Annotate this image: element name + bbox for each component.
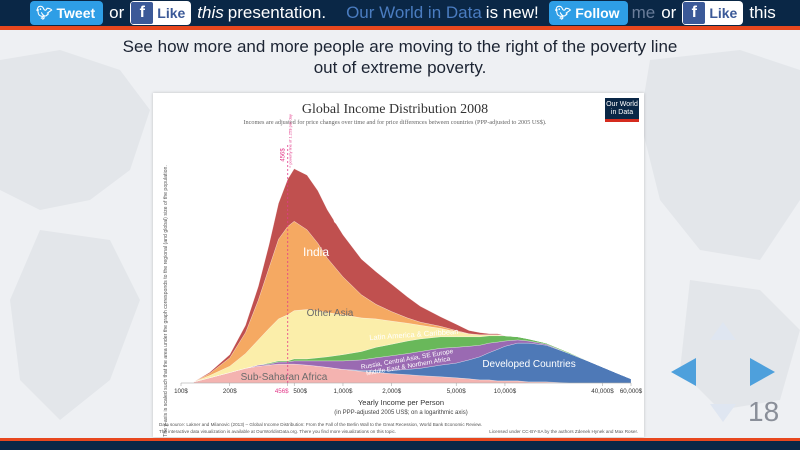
x-tick-label: 10,000$ — [494, 388, 517, 395]
stacked-areas — [193, 168, 632, 384]
page-number: 18 — [748, 396, 780, 427]
poverty-line-sublabel: = poverty line of 1.25$ per day — [288, 114, 293, 168]
top-share-bar: 🐦︎ Tweet or f Like this presentation. Ou… — [0, 0, 800, 30]
x-tick-label: 5,000$ — [447, 388, 466, 395]
nav-right-arrow-icon[interactable] — [750, 358, 775, 386]
x-tick-label: 2,000$ — [382, 388, 401, 395]
bottom-bar — [0, 438, 800, 450]
x-tick-label: 60,000$ — [620, 388, 643, 395]
facebook-icon: f — [131, 2, 154, 24]
like-label-2: Like — [709, 5, 738, 21]
x-tick-label: 200$ — [223, 388, 237, 395]
twitter-bird-icon: 🐦︎ — [36, 5, 53, 20]
facebook-like-button-2[interactable]: f Like — [682, 1, 744, 25]
this-text: this — [197, 3, 224, 22]
income-distribution-chart: Global Income Distribution 2008 Incomes … — [159, 102, 643, 437]
owid-link[interactable]: Our World in Data — [346, 3, 482, 22]
or-text-2: or — [661, 3, 677, 22]
nav-up-arrow-icon[interactable] — [710, 322, 736, 340]
me-text: me — [631, 3, 656, 22]
facebook-like-button[interactable]: f Like — [130, 1, 192, 25]
region-label-china: China — [333, 212, 368, 227]
facebook-icon: f — [683, 2, 706, 24]
this-text-2: this — [749, 3, 776, 22]
nav-down-arrow-icon[interactable] — [710, 404, 736, 422]
x-axis-sublabel: (in PPP-adjusted 2005 US$; on a logarith… — [334, 410, 467, 416]
nav-left-arrow-icon[interactable] — [671, 358, 696, 386]
region-label-developed-countries: Developed Countries — [482, 359, 575, 370]
area-china — [193, 168, 632, 383]
slide-subtitle: See how more and more people are moving … — [0, 36, 800, 78]
is-new-text: is new! — [485, 3, 539, 22]
tweet-button[interactable]: 🐦︎ Tweet — [30, 1, 104, 25]
region-label-sub-saharan-africa: Sub-Saharan Africa — [241, 372, 328, 383]
x-ticks: 100$ 200$ 456$ 500$ 1,000$ 2,000$ 5,000$ 10,000… — [174, 383, 643, 395]
y-axis-label: The y-axis is scaled such that the area … — [163, 165, 169, 437]
chart-subtitle: Incomes are adjusted for price changes o… — [244, 119, 547, 126]
region-label-india: India — [303, 245, 329, 259]
chart-title: Global Income Distribution 2008 — [302, 102, 488, 117]
owid-logo: Our World in Data — [605, 98, 639, 122]
chart-card: Global Income Distribution 2008 Incomes … — [153, 93, 644, 437]
x-tick-label: 1,000$ — [334, 388, 353, 395]
subtitle-line-2: out of extreme poverty. — [313, 58, 487, 77]
or-text: or — [109, 3, 125, 22]
presentation-text: presentation. — [227, 3, 327, 22]
twitter-bird-icon: 🐦︎ — [554, 5, 572, 20]
footer-source: Data source: Lakner and Milanovic (2013)… — [159, 422, 482, 427]
tweet-label: Tweet — [56, 5, 96, 21]
x-axis-label: Yearly Income per Person — [358, 398, 444, 407]
poverty-line-label: 456$ — [281, 148, 287, 162]
x-tick-label: 100$ — [174, 388, 188, 395]
region-label-other-asia: Other Asia — [307, 308, 354, 319]
footer-license: Licensed under CC-BY-SA by the authors Z… — [489, 429, 638, 434]
subtitle-line-1: See how more and more people are moving … — [122, 37, 678, 56]
x-tick-label: 456$ — [275, 388, 289, 395]
footer-interactive: The interactive data visualization is av… — [159, 429, 396, 434]
follow-label: Follow — [575, 5, 620, 21]
slide-navigation — [671, 322, 775, 422]
like-label: Like — [157, 5, 186, 21]
x-tick-label: 500$ — [293, 388, 307, 395]
x-tick-label: 40,000$ — [591, 388, 614, 395]
follow-button[interactable]: 🐦︎ Follow — [548, 1, 628, 25]
